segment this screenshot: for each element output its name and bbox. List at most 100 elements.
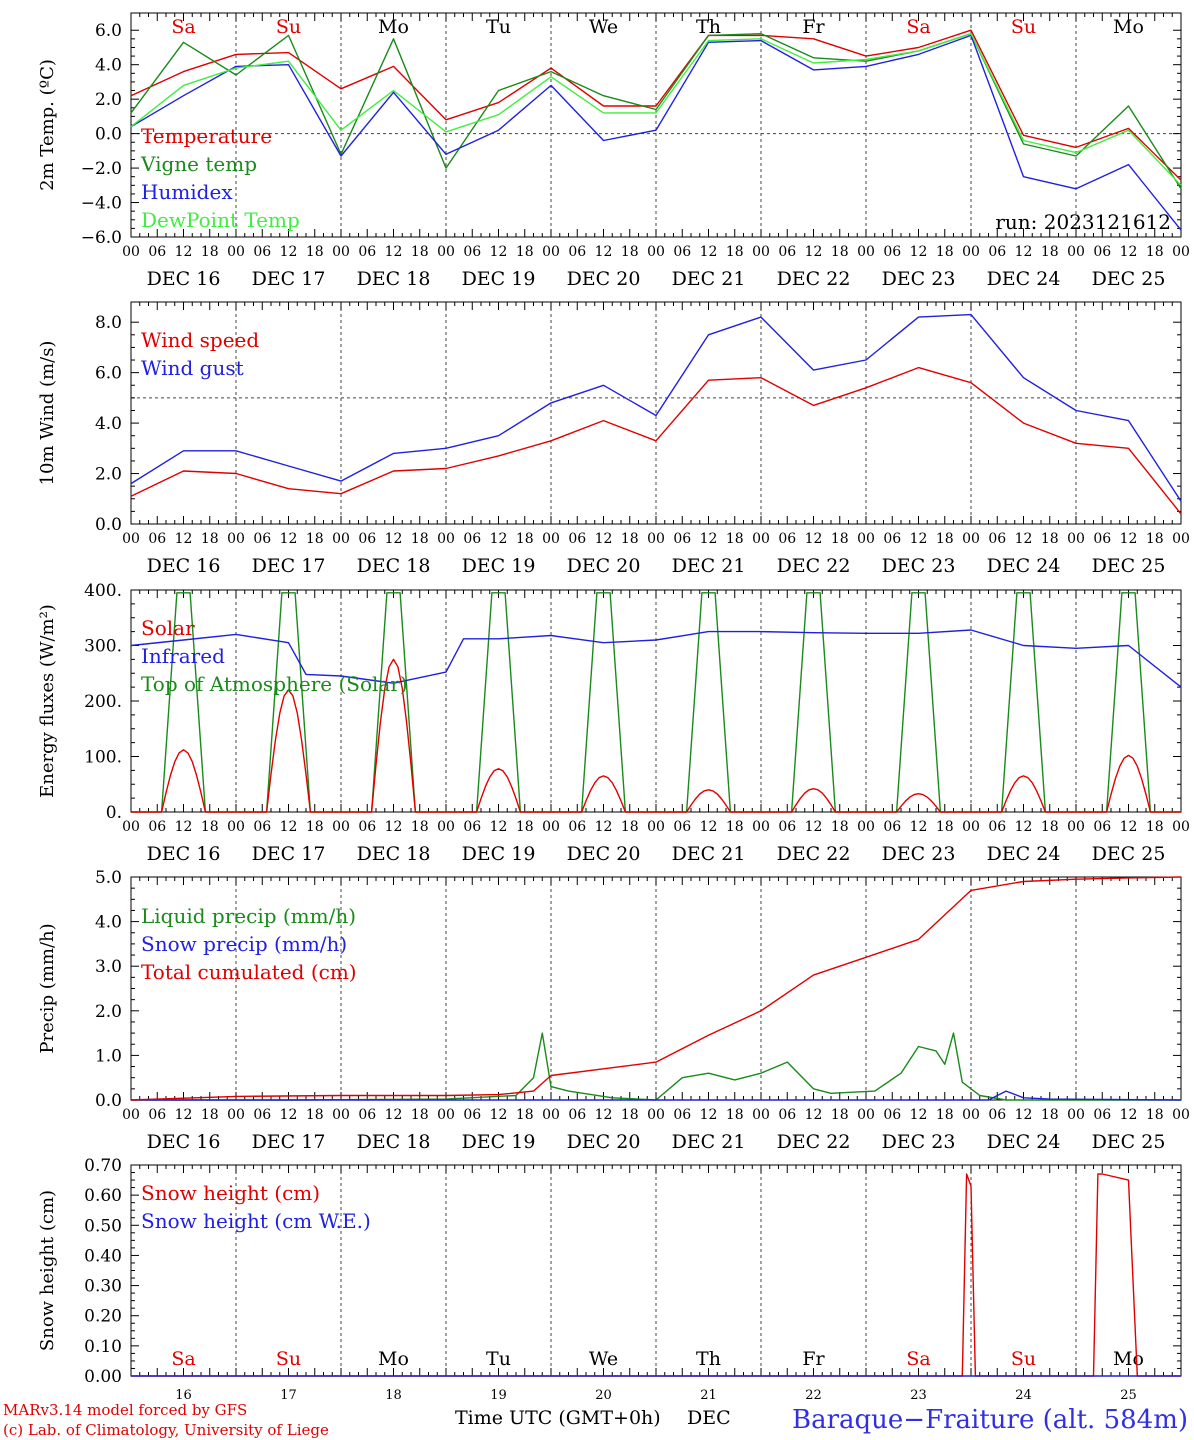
hour-tick-label: 18 — [621, 244, 639, 260]
day-label: DEC 21 — [672, 268, 746, 290]
y-tick-label: 2.0 — [95, 465, 122, 485]
hour-tick-label: 00 — [542, 531, 560, 547]
hour-tick-label: 18 — [306, 244, 324, 260]
hour-tick-label: 06 — [358, 244, 376, 260]
y-tick-label: 6.0 — [95, 21, 122, 41]
hour-tick-label: 06 — [463, 531, 481, 547]
hour-tick-label: 12 — [700, 244, 718, 260]
hour-tick-label: 00 — [437, 1107, 455, 1123]
hour-tick-label: 06 — [253, 531, 271, 547]
day-label: DEC 17 — [252, 555, 326, 577]
day-label: DEC 18 — [357, 555, 431, 577]
y-tick-label: 3.0 — [95, 957, 122, 977]
panels: −6.0−4.0−2.00.02.04.06.02m Temp. (ºC)00 0… — [37, 12, 1190, 1403]
hour-tick-label: 12 — [910, 1107, 928, 1123]
y-tick-label: 6.0 — [95, 364, 122, 384]
hour-tick-label: 12 — [280, 819, 298, 835]
day-label: DEC 16 — [147, 268, 221, 290]
hour-tick-label: 18 — [726, 1107, 744, 1123]
y-tick-label: 0.60 — [84, 1186, 122, 1206]
hour-tick-label: 06 — [568, 531, 586, 547]
hour-tick-label: 00 — [1067, 819, 1085, 835]
hour-tick-label: 18 — [1041, 819, 1059, 835]
day-number-label: 23 — [910, 1388, 927, 1403]
y-axis-label: 2m Temp. (ºC) — [37, 59, 58, 191]
hour-tick-label: 00 — [962, 244, 980, 260]
hour-tick-label: 18 — [1146, 244, 1164, 260]
series-line-2 — [130, 313, 1182, 502]
hour-tick-label: 12 — [490, 1107, 508, 1123]
hour-tick-label: 18 — [411, 819, 429, 835]
hour-tick-label: 00 — [857, 244, 875, 260]
day-label: DEC 19 — [462, 1131, 536, 1153]
hour-tick-label: 06 — [988, 531, 1006, 547]
hour-tick-label: 00 — [332, 244, 350, 260]
legend-entry: Top of Atmosphere (Solar) — [141, 672, 408, 696]
hour-tick-label: 18 — [1041, 244, 1059, 260]
series-line-1 — [130, 29, 1182, 181]
credit-line-1: MARv3.14 model forced by GFS — [3, 1401, 247, 1419]
hour-tick-label: 06 — [778, 1107, 796, 1123]
hour-tick-label: 18 — [201, 819, 219, 835]
hour-tick-label: 06 — [778, 244, 796, 260]
y-tick-label: 0.0 — [95, 1091, 122, 1111]
hour-tick-label: 18 — [726, 531, 744, 547]
series-solar — [131, 658, 1181, 813]
hour-tick-label: 00 — [962, 1107, 980, 1123]
hour-tick-label: 18 — [621, 819, 639, 835]
series-infrared — [130, 629, 1182, 688]
day-number-label: 19 — [490, 1388, 507, 1403]
day-number-label: 20 — [595, 1388, 612, 1403]
day-label: DEC 22 — [777, 843, 851, 865]
day-label: DEC 25 — [1092, 1131, 1166, 1153]
day-label: DEC 23 — [882, 555, 956, 577]
hour-tick-label: 18 — [201, 244, 219, 260]
hour-tick-label: 00 — [1067, 1107, 1085, 1123]
series-line-1 — [130, 366, 1182, 515]
hour-tick-label: 06 — [148, 1107, 166, 1123]
legend-entry: Infrared — [141, 644, 225, 668]
hour-tick-label: 06 — [358, 819, 376, 835]
y-tick-label: 0.0 — [95, 515, 122, 535]
hour-tick-label: 00 — [122, 531, 140, 547]
hour-tick-label: 18 — [1146, 531, 1164, 547]
day-label: DEC 18 — [357, 1131, 431, 1153]
legend-entry: Snow height (cm W.E.) — [141, 1209, 371, 1233]
y-tick-label: 1.0 — [95, 1046, 122, 1066]
day-label: DEC 21 — [672, 843, 746, 865]
day-label: DEC 20 — [567, 1131, 641, 1153]
hour-tick-label: 06 — [673, 531, 691, 547]
day-number-label: 16 — [175, 1388, 192, 1403]
hour-tick-label: 12 — [1120, 244, 1138, 260]
run-label: run: 2023121612 — [995, 210, 1171, 234]
day-label: DEC 18 — [357, 843, 431, 865]
day-number-label: 18 — [385, 1388, 402, 1403]
hour-tick-label: 00 — [122, 244, 140, 260]
y-axis-label: Energy fluxes (W/m²) — [37, 604, 58, 798]
weekday-label: Mo — [1113, 1348, 1144, 1370]
hour-tick-label: 18 — [936, 531, 954, 547]
hour-tick-label: 18 — [936, 1107, 954, 1123]
hour-tick-label: 06 — [988, 244, 1006, 260]
hour-tick-label: 06 — [148, 244, 166, 260]
day-label: DEC 23 — [882, 268, 956, 290]
weekday-label: We — [589, 16, 618, 38]
hour-tick-label: 06 — [568, 244, 586, 260]
hour-tick-label: 06 — [148, 531, 166, 547]
hour-tick-label: 00 — [752, 531, 770, 547]
hour-tick-label: 12 — [1015, 1107, 1033, 1123]
day-label: DEC 21 — [672, 1131, 746, 1153]
hour-tick-label: 00 — [227, 244, 245, 260]
hour-tick-label: 00 — [647, 1107, 665, 1123]
hour-tick-label: 18 — [516, 244, 534, 260]
hour-tick-label: 18 — [411, 244, 429, 260]
y-tick-label: 0.30 — [84, 1277, 122, 1297]
hour-tick-label: 12 — [175, 531, 193, 547]
hour-tick-label: 12 — [805, 244, 823, 260]
hour-tick-label: 00 — [1172, 1107, 1190, 1123]
hour-tick-label: 00 — [1067, 531, 1085, 547]
hour-tick-label: 18 — [516, 531, 534, 547]
day-label: DEC 20 — [567, 268, 641, 290]
hour-tick-label: 12 — [1015, 531, 1033, 547]
